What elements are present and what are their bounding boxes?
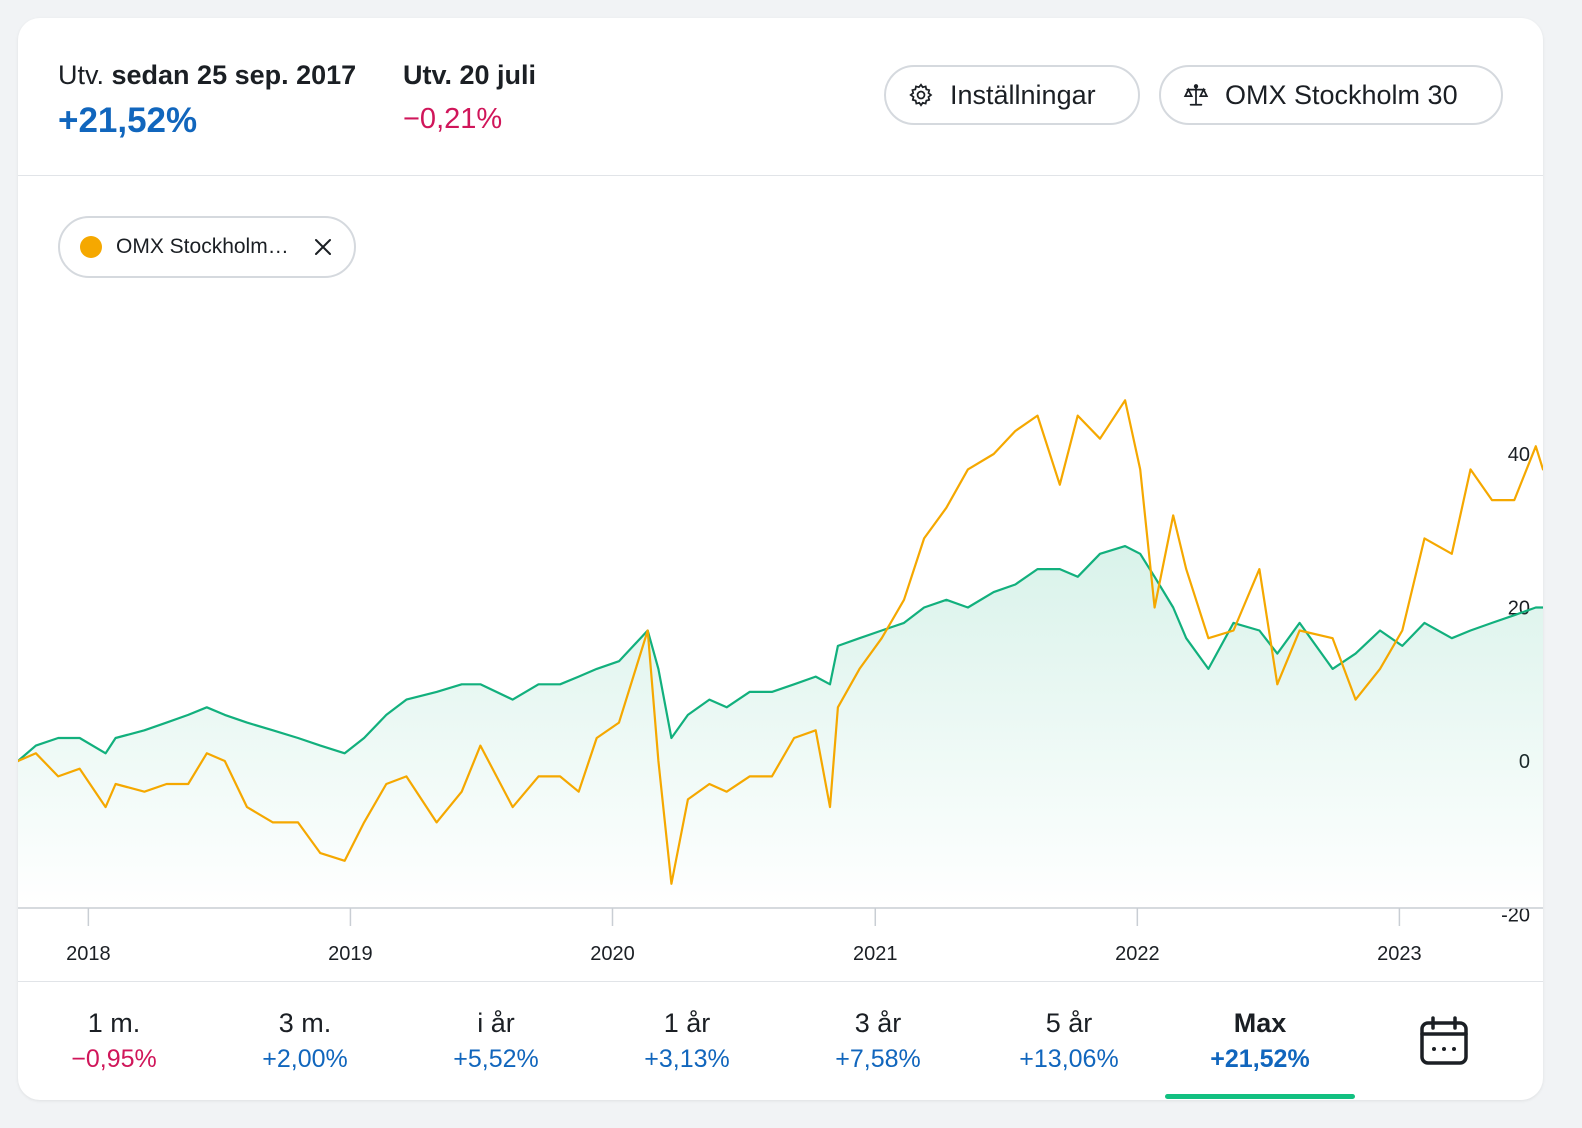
benchmark-button-label: OMX Stockholm 30 xyxy=(1225,79,1458,110)
period-tab[interactable]: 5 år +13,06% xyxy=(974,982,1164,1099)
period-tab-value: +2,00% xyxy=(262,1045,348,1073)
period-tab-label: 1 år xyxy=(663,1008,711,1038)
period-tab-value: +7,58% xyxy=(835,1045,921,1073)
performance-card: Utv. sedan 25 sep. 2017 +21,52% Utv. 20 … xyxy=(18,18,1543,1100)
calendar-icon xyxy=(1420,1016,1468,1065)
x-tick-label: 2020 xyxy=(590,943,635,965)
period-tab[interactable]: 3 m. +2,00% xyxy=(210,982,400,1099)
period-tab[interactable]: i år +5,52% xyxy=(401,982,591,1099)
period-tab-label: i år xyxy=(477,1008,515,1038)
x-tick-label: 2023 xyxy=(1377,943,1422,965)
close-icon[interactable] xyxy=(312,236,334,258)
compare-chip-label: OMX Stockholm… xyxy=(116,235,289,258)
benchmark-color-dot xyxy=(80,236,102,258)
period-tab[interactable]: Max +21,52% xyxy=(1165,982,1355,1099)
period-tab-label: 1 m. xyxy=(87,1008,141,1038)
gear-icon xyxy=(908,82,934,108)
x-tick-label: 2021 xyxy=(853,943,898,965)
header-divider xyxy=(18,175,1543,176)
period-tab[interactable]: 1 m. −0,95% xyxy=(19,982,209,1099)
benchmark-button[interactable]: OMX Stockholm 30 xyxy=(1159,65,1503,125)
settings-button-label: Inställningar xyxy=(950,79,1096,110)
x-tick-label: 2018 xyxy=(66,943,111,965)
day-change-label: Utv. 20 juli xyxy=(403,60,537,90)
period-tab-value: +5,52% xyxy=(453,1045,539,1073)
period-tab-label: Max xyxy=(1233,1008,1287,1038)
x-tick-label: 2022 xyxy=(1115,943,1160,965)
period-tabs: 1 m. −0,95% 3 m. +2,00% i år +5,52% 1 år +3,13%… xyxy=(18,981,1543,1100)
x-tick-label: 2019 xyxy=(328,943,373,965)
active-tab-indicator xyxy=(1165,1094,1355,1099)
period-tab-label: 3 m. xyxy=(278,1008,332,1038)
period-tab-label: 5 år xyxy=(1045,1008,1093,1038)
y-tick-label: 40 xyxy=(1508,444,1530,466)
period-tab-value: +3,13% xyxy=(644,1045,730,1073)
since-start-value: +21,52% xyxy=(58,101,198,140)
period-tab[interactable]: 3 år +7,58% xyxy=(783,982,973,1099)
compare-chip[interactable]: OMX Stockholm… xyxy=(58,216,356,278)
series-area-portf-lj xyxy=(18,546,1543,908)
y-tick-label: -20 xyxy=(1501,905,1530,927)
period-tab-label: 3 år xyxy=(854,1008,902,1038)
day-change-stat: Utv. 20 juli −0,21% xyxy=(403,60,536,136)
period-tab-value: +13,06% xyxy=(1019,1045,1119,1073)
period-tab[interactable]: 1 år +3,13% xyxy=(592,982,782,1099)
period-tab-value: −0,95% xyxy=(71,1045,157,1073)
day-change-value: −0,21% xyxy=(403,103,503,135)
settings-button[interactable]: Inställningar xyxy=(884,65,1140,125)
since-start-label: Utv. sedan 25 sep. 2017 xyxy=(58,60,357,90)
period-tab-value: +21,52% xyxy=(1210,1045,1310,1073)
calendar-button[interactable] xyxy=(1418,1015,1470,1072)
since-start-stat: Utv. sedan 25 sep. 2017 +21,52% xyxy=(58,60,356,141)
scale-icon xyxy=(1183,82,1209,108)
